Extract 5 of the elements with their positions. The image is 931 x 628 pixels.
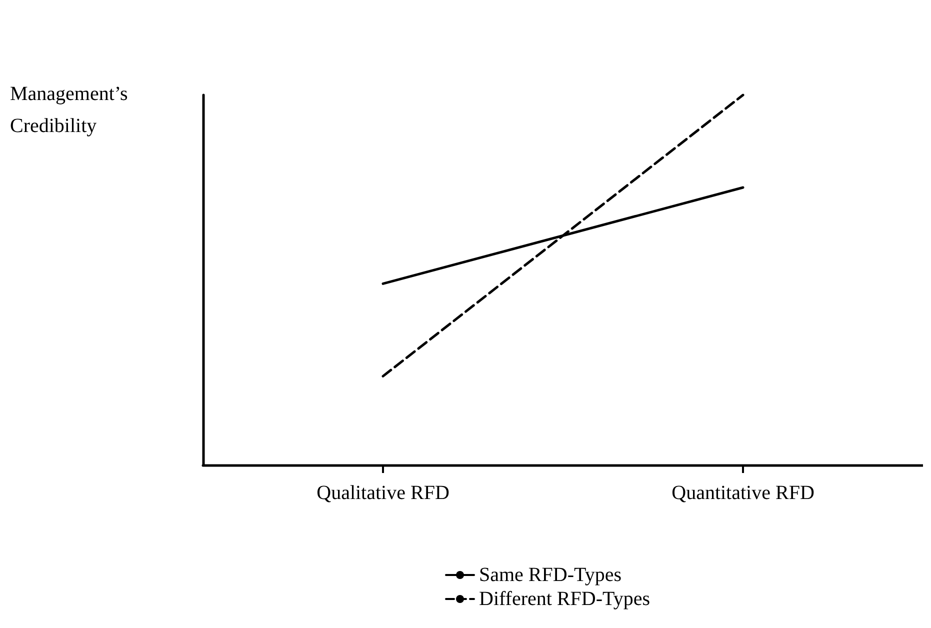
legend-label: Different RFD-Types — [479, 588, 650, 610]
x-tick-label: Qualitative RFD — [316, 482, 450, 504]
legend-label: Same RFD-Types — [479, 564, 622, 586]
x-tick-label: Quantitative RFD — [672, 482, 814, 504]
y-axis-title: Management’s Credibility — [10, 83, 133, 137]
